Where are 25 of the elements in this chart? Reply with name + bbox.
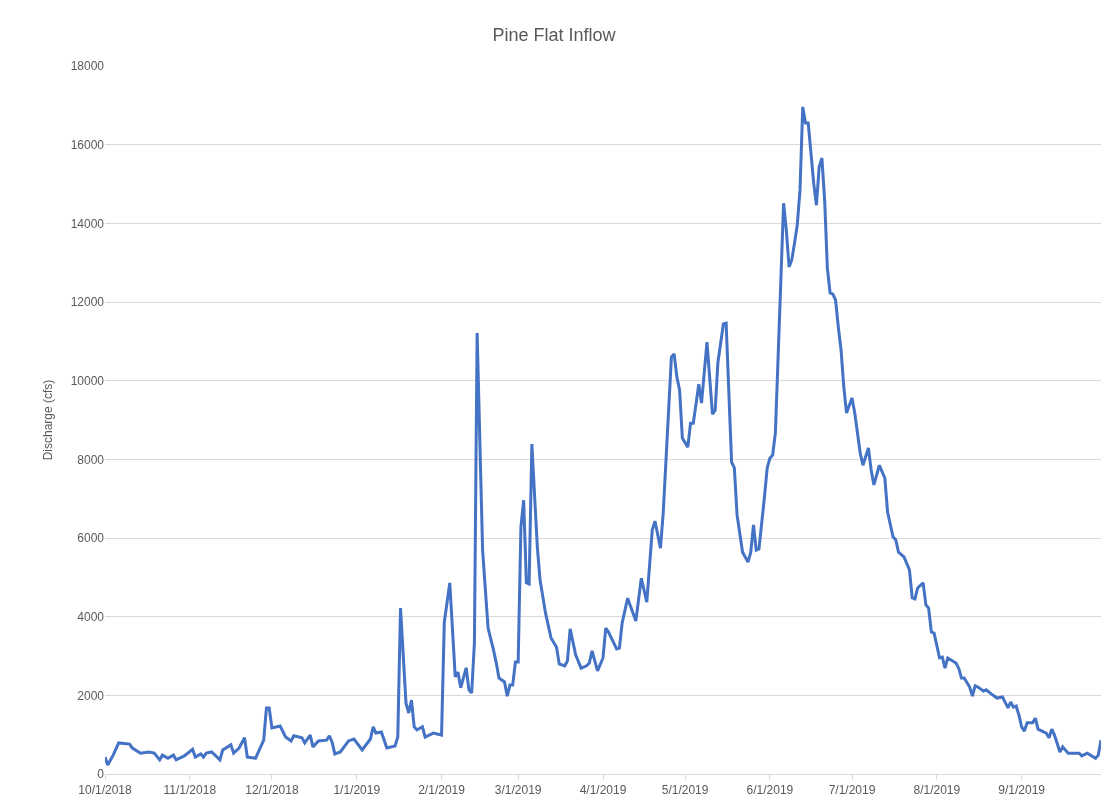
y-tick-label: 10000 <box>70 373 105 388</box>
y-tick-label: 14000 <box>70 216 105 231</box>
y-tick-label: 2000 <box>77 688 105 703</box>
y-tick-label: 4000 <box>77 609 105 624</box>
x-tick-label: 9/1/2019 <box>998 783 1046 798</box>
y-tick-label: 6000 <box>77 531 105 546</box>
y-tick-label: 8000 <box>77 452 105 467</box>
x-tick-label: 11/1/2018 <box>163 783 217 798</box>
x-tick-label: 8/1/2019 <box>913 783 961 798</box>
y-tick-label: 12000 <box>70 295 105 310</box>
x-tick-label: 3/1/2019 <box>494 783 542 798</box>
chart-title: Pine Flat Inflow <box>492 24 617 45</box>
x-tick-label: 4/1/2019 <box>579 783 627 798</box>
line-series <box>105 105 1101 767</box>
y-axis-title: Discharge (cfs) <box>40 379 55 461</box>
x-tick-label: 5/1/2019 <box>661 783 709 798</box>
y-tick-label: 18000 <box>70 59 105 74</box>
y-tick-label: 0 <box>97 767 105 782</box>
x-tick-label: 12/1/2018 <box>245 783 299 798</box>
y-tick-label: 16000 <box>70 137 105 152</box>
x-tick-label: 10/1/2018 <box>78 783 133 798</box>
x-tick-label: 7/1/2019 <box>828 783 876 798</box>
x-tick-label: 2/1/2019 <box>418 783 466 798</box>
x-tick-label: 6/1/2019 <box>746 783 794 798</box>
x-tick-label: 1/1/2019 <box>333 783 381 798</box>
